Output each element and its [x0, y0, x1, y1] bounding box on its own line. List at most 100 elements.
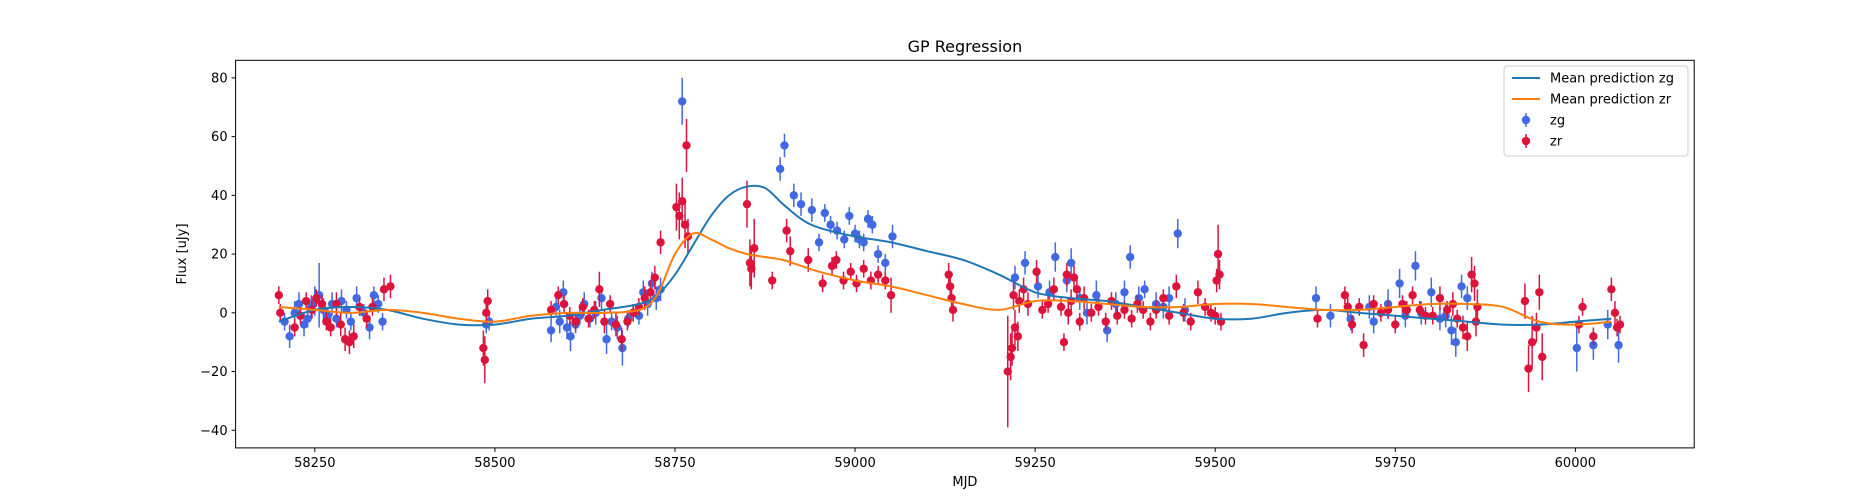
data-point: [859, 238, 868, 247]
data-point: [1186, 317, 1195, 326]
data-point: [480, 355, 490, 365]
data-point: [945, 282, 955, 291]
data-point: [1447, 326, 1456, 335]
data-point: [814, 238, 824, 247]
data-point: [1213, 249, 1223, 259]
data-point: [1113, 311, 1122, 320]
data-point: [554, 291, 563, 300]
data-point: [1313, 314, 1322, 323]
data-point: [820, 208, 830, 218]
data-point: [301, 296, 311, 306]
data-point: [1538, 352, 1547, 362]
data-point: [675, 211, 684, 221]
data-point: [1524, 364, 1533, 373]
data-point: [1395, 279, 1404, 288]
data-point: [597, 293, 606, 303]
y-tick-label: 0: [219, 306, 227, 321]
data-point: [1010, 273, 1020, 282]
data-point: [1520, 296, 1530, 306]
data-point: [863, 214, 873, 224]
data-point: [1010, 323, 1020, 332]
data-point: [944, 270, 953, 279]
data-point: [345, 337, 354, 347]
data-point: [322, 317, 331, 326]
x-axis-ticks: 58250 58500 58750 59000 59250 59500 59750 60000: [294, 447, 1596, 471]
data-point: [595, 285, 604, 294]
data-point: [1066, 258, 1076, 268]
y-axis-ticks: −40 −20 0 20 40 60 80: [200, 71, 236, 439]
x-tick-label: 59500: [1195, 456, 1236, 471]
data-point: [640, 293, 649, 303]
data-point: [1064, 308, 1073, 318]
data-point: [290, 323, 299, 332]
data-point: [846, 267, 855, 276]
x-tick-label: 58250: [294, 456, 335, 471]
chart-title: GP Regression: [908, 37, 1023, 56]
data-point: [623, 317, 632, 326]
data-point: [1032, 267, 1041, 276]
data-point: [326, 323, 335, 332]
data-point: [646, 288, 655, 297]
data-point: [1458, 323, 1468, 332]
data-point: [1470, 279, 1479, 288]
data-point: [1003, 367, 1012, 376]
x-tick-label: 59750: [1375, 456, 1416, 471]
data-point: [1457, 282, 1466, 291]
data-point: [1094, 302, 1103, 312]
data-point: [1164, 293, 1174, 303]
data-point: [1535, 288, 1544, 297]
data-point: [1347, 320, 1357, 329]
data-point: [1051, 252, 1060, 262]
data-point: [276, 308, 285, 318]
data-point: [379, 285, 389, 294]
data-point: [349, 332, 358, 341]
data-point: [1062, 270, 1072, 279]
data-point: [827, 261, 837, 271]
legend-label-zg-line: Mean prediction zg: [1550, 72, 1674, 87]
legend: Mean prediction zg Mean prediction zr zg…: [1503, 65, 1689, 157]
data-point: [1075, 317, 1084, 326]
data-point: [617, 335, 626, 344]
data-point: [886, 291, 896, 300]
legend-label-zg-points: zg: [1550, 114, 1565, 129]
y-tick-label: −40: [200, 424, 227, 439]
data-point: [1610, 308, 1620, 318]
y-axis-label: Flux [uJy]: [175, 223, 190, 284]
data-point: [1402, 305, 1412, 315]
legend-label-zr-points: zr: [1550, 135, 1563, 150]
data-point: [1369, 299, 1378, 309]
data-point: [1451, 337, 1460, 347]
data-point: [1015, 296, 1024, 306]
data-point: [562, 323, 572, 332]
legend-dot: [1521, 136, 1531, 146]
data-point: [1013, 332, 1023, 341]
data-point: [868, 220, 877, 229]
y-tick-label: 20: [211, 248, 228, 263]
data-point: [796, 199, 806, 209]
data-point: [352, 293, 361, 303]
data-point: [948, 305, 958, 315]
data-point: [317, 299, 327, 309]
data-point: [1614, 340, 1623, 350]
data-point: [1069, 273, 1079, 282]
data-point: [1467, 270, 1476, 279]
data-points-layer: [274, 77, 1625, 428]
data-point: [1126, 252, 1135, 262]
data-point: [888, 232, 897, 241]
y-tick-label: 80: [211, 71, 228, 86]
data-point: [1408, 291, 1417, 300]
data-point: [602, 335, 611, 344]
data-point: [1527, 337, 1537, 347]
data-point: [605, 299, 615, 309]
data-point: [600, 317, 609, 326]
data-point: [479, 343, 488, 353]
data-point: [482, 308, 491, 318]
data-point: [1369, 317, 1378, 326]
x-tick-label: 60000: [1555, 456, 1596, 471]
legend-marker-zr: [1521, 134, 1531, 148]
data-point: [274, 291, 284, 300]
data-point: [650, 273, 660, 282]
data-point: [332, 314, 341, 323]
data-point: [1020, 258, 1030, 268]
data-point: [845, 211, 854, 221]
